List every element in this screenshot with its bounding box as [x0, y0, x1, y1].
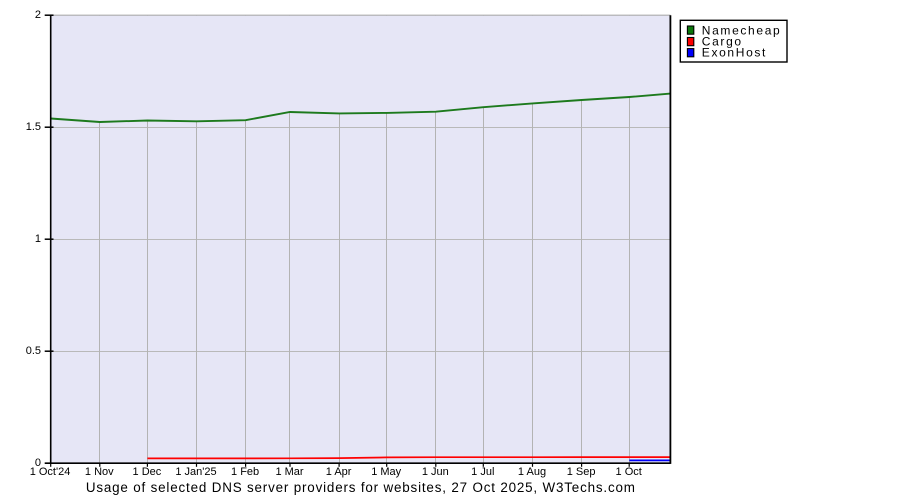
svg-text:1 Nov: 1 Nov	[85, 466, 114, 478]
svg-text:1: 1	[35, 233, 41, 245]
svg-text:1 May: 1 May	[371, 466, 401, 478]
svg-text:1.5: 1.5	[26, 121, 41, 133]
svg-text:1 Feb: 1 Feb	[231, 466, 259, 478]
svg-text:1 Oct: 1 Oct	[616, 466, 642, 478]
svg-text:1 Mar: 1 Mar	[275, 466, 303, 478]
svg-text:1 Sep: 1 Sep	[567, 466, 596, 478]
svg-text:Cargo: Cargo	[702, 35, 743, 49]
svg-text:1 Aug: 1 Aug	[518, 466, 546, 478]
svg-text:2: 2	[35, 9, 41, 21]
svg-text:1 Jun: 1 Jun	[422, 466, 449, 478]
svg-text:Namecheap: Namecheap	[702, 24, 782, 38]
svg-text:1 Dec: 1 Dec	[133, 466, 162, 478]
svg-text:1 Jan'25: 1 Jan'25	[175, 466, 216, 478]
svg-text:Usage of selected DNS server p: Usage of selected DNS server providers f…	[86, 480, 636, 495]
svg-text:ExonHost: ExonHost	[702, 46, 767, 60]
svg-text:1 Jul: 1 Jul	[471, 466, 494, 478]
svg-text:1 Apr: 1 Apr	[326, 466, 352, 478]
svg-text:1 Oct'24: 1 Oct'24	[30, 466, 71, 478]
svg-text:0.5: 0.5	[26, 345, 41, 357]
svg-text:0: 0	[35, 457, 41, 469]
